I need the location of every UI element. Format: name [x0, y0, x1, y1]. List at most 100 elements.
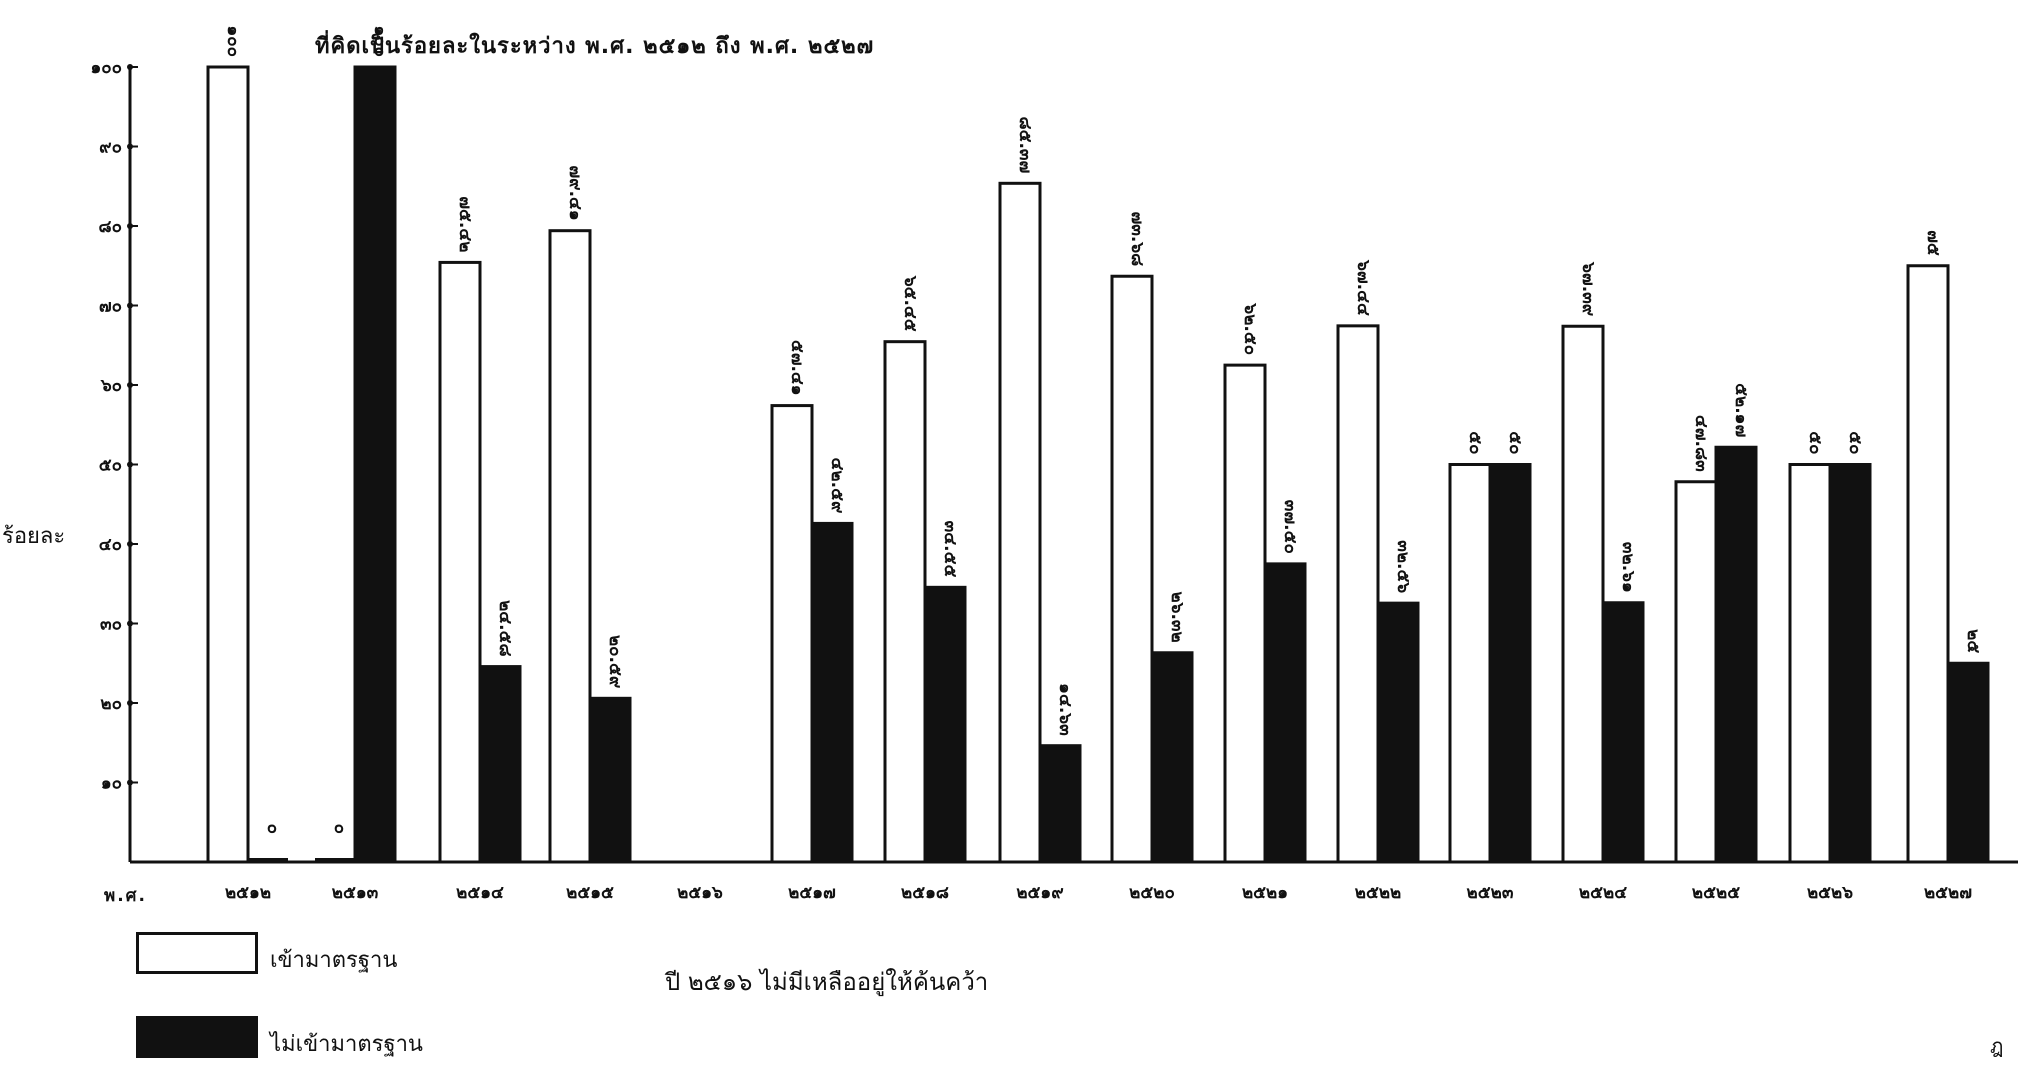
bar-substandard [1263, 562, 1307, 864]
data-label: ๖๗.๔๔ [1353, 259, 1373, 316]
y-tick-dot [127, 143, 133, 150]
data-label: ๓๒.๖๑ [1618, 542, 1638, 593]
legend-label-standard: เข้ามาตรฐาน [270, 948, 398, 973]
bar-substandard [1714, 445, 1758, 864]
data-label: ๒๐.๕๙ [605, 635, 625, 688]
bar-standard [1336, 324, 1380, 864]
legend-swatch-standard [136, 932, 258, 974]
y-tick-dot [127, 779, 133, 786]
data-label: ๔๗.๘๓ [1691, 415, 1711, 472]
y-tick-label: ๔๐ [99, 535, 122, 555]
bar-substandard [923, 585, 967, 864]
bar-substandard [1038, 744, 1082, 864]
bar-standard [438, 260, 482, 864]
y-tick-dot [127, 302, 133, 309]
bar-standard [1223, 363, 1267, 864]
bar-standard [1448, 463, 1492, 864]
data-label: ๒๕ [1963, 629, 1983, 653]
data-label: ๕๐ [1805, 431, 1825, 454]
bar-substandard [353, 65, 397, 864]
data-label: ๗๙.๔๑ [565, 165, 585, 220]
bar-standard [1788, 463, 1832, 864]
data-label: ๓๗.๕๐ [1280, 500, 1300, 554]
bar-substandard [1946, 661, 1990, 864]
note-missing-year: ปี ๒๕๑๖ ไม่มีเหลืออยู่ให้ค้นคว้า [665, 968, 989, 996]
data-label: ๕๐ [1505, 431, 1525, 454]
bar-substandard [1488, 463, 1532, 864]
x-tick-label: ๒๕๑๖ [677, 883, 723, 903]
bar-substandard [588, 696, 632, 864]
y-tick-dot [127, 700, 133, 706]
data-label: ๑๐๐ [223, 25, 243, 57]
bar-substandard [1601, 601, 1645, 864]
x-tick-label: ๒๕๒๖ [1807, 883, 1853, 903]
page-mark: ฎ [1990, 1034, 2004, 1058]
data-label: ๖๗.๓๙ [1578, 261, 1598, 316]
x-tick-label: ๒๕๑๕ [566, 883, 614, 903]
data-label: ๗๕ [1923, 230, 1943, 256]
x-tick-label: ๒๕๒๗ [1924, 883, 1972, 903]
bar-standard [770, 404, 814, 864]
x-tick-label: ๒๕๒๑ [1242, 883, 1288, 903]
y-tick-label: ๑๐๐ [90, 58, 122, 78]
bar-standard [206, 65, 250, 864]
y-tick-label: ๗๐ [99, 297, 122, 317]
y-tick-dot [127, 620, 133, 627]
y-tick-dot [127, 382, 133, 388]
y-tick-label: ๑๐ [101, 774, 122, 794]
bar-standard [548, 229, 592, 864]
legend-label-substandard: ไม่เข้ามาตรฐาน [270, 1032, 423, 1057]
bar-substandard [1376, 601, 1420, 864]
bar-standard [883, 340, 927, 864]
data-label: ๑๔.๖๓ [1055, 683, 1075, 736]
data-label: ๕๐ [1845, 431, 1865, 454]
y-tick-label: ๙๐ [99, 138, 122, 158]
x-tick-label: ๒๕๑๙ [1016, 883, 1063, 903]
data-label: ๕๐ [1465, 431, 1485, 454]
data-label: ๕๒.๑๗ [1731, 383, 1751, 437]
x-tick-label: ๒๕๑๓ [332, 883, 379, 903]
bar-substandard [1150, 651, 1194, 864]
data-label: ๕๗.๔๑ [787, 340, 807, 396]
y-tick-dot [127, 64, 133, 70]
bar-standard [1110, 274, 1154, 864]
y-tick-label: ๓๐ [100, 615, 122, 635]
x-axis-prefix: พ.ศ. [104, 886, 147, 906]
x-tick-label: ๒๕๑๗ [788, 883, 836, 903]
y-tick-dot [127, 223, 133, 229]
bar-standard [1674, 480, 1718, 864]
y-axis-label: ร้อยละ [2, 524, 66, 549]
legend-swatch-substandard [136, 1016, 258, 1058]
x-tick-label: ๒๕๒๕ [1692, 883, 1740, 903]
x-tick-label: ๒๕๒๓ [1467, 883, 1514, 903]
data-label: ๔๒.๕๙ [827, 458, 847, 514]
data-label: ๒๖.๓๒ [1167, 591, 1187, 642]
data-label: ๓๔.๕๕ [940, 521, 960, 578]
data-label: ๗๕.๔๒ [455, 196, 475, 252]
x-tick-label: ๒๕๒๒ [1355, 883, 1401, 903]
x-tick-label: ๒๕๒๐ [1129, 883, 1175, 903]
y-tick-label: ๖๐ [100, 376, 122, 396]
data-label: ๓๒.๕๖ [1393, 540, 1413, 593]
data-label: ๐ [263, 824, 283, 834]
x-tick-label: ๒๕๑๘ [901, 883, 949, 903]
y-tick-label: ๕๐ [99, 456, 122, 476]
y-tick-dot [127, 541, 133, 547]
bar-substandard [810, 521, 854, 864]
data-label: ๐ [330, 824, 350, 834]
x-tick-label: ๒๕๒๔ [1579, 883, 1627, 903]
x-tick-label: ๒๕๑๒ [225, 883, 271, 903]
bar-standard [1561, 324, 1605, 864]
bar-standard [998, 181, 1042, 864]
bar-standard [1906, 264, 1950, 864]
y-tick-label: ๘๐ [99, 217, 123, 237]
data-label: ๘๕.๓๗ [1015, 116, 1035, 173]
x-tick-label: ๒๕๑๔ [456, 883, 504, 903]
bar-substandard [1828, 463, 1872, 864]
y-tick-label: ๒๐ [100, 694, 122, 714]
bar-substandard [478, 665, 522, 864]
data-label: ๖๕.๔๕ [900, 275, 920, 332]
data-label: ๗๓.๖๘ [1127, 211, 1147, 266]
bar-standard [315, 858, 355, 862]
data-label: ๖๒.๕๐ [1240, 302, 1260, 355]
